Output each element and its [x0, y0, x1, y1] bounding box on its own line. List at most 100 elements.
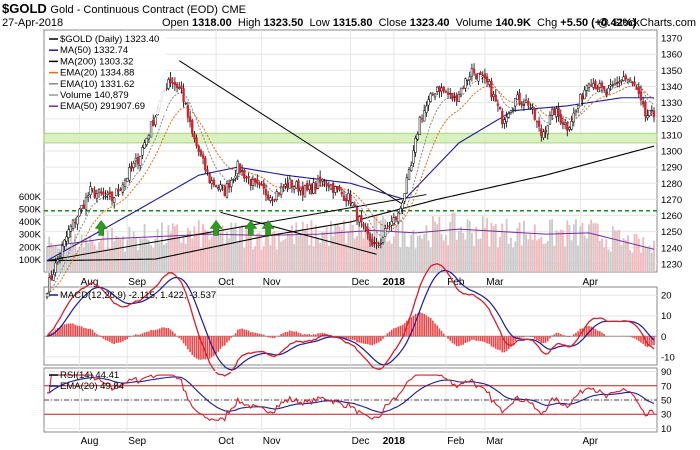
candle-body	[319, 176, 322, 183]
candle-body	[496, 103, 500, 106]
volume-bar	[518, 222, 521, 272]
candle-body	[69, 225, 72, 232]
volume-bar	[332, 236, 335, 272]
volume-bar	[447, 245, 449, 272]
volume-bar	[614, 230, 616, 272]
candle-body	[221, 184, 224, 187]
macd-histogram-bar	[295, 331, 298, 337]
candle-body	[457, 94, 461, 103]
macd-histogram-bar	[204, 336, 207, 360]
macd-histogram-bar	[583, 327, 586, 337]
macd-histogram-bar	[293, 331, 295, 337]
volume-bar	[297, 235, 300, 272]
candle-body	[117, 189, 120, 192]
macd-line	[46, 262, 655, 377]
candle-body	[130, 165, 133, 169]
volume-bar	[440, 234, 443, 272]
volume-bar	[128, 226, 131, 272]
candle-body	[295, 181, 298, 189]
legend-box	[46, 32, 166, 114]
candle-body	[561, 121, 565, 125]
volume-bar	[223, 243, 226, 272]
macd-histogram-bar	[67, 323, 70, 337]
volume-bar	[200, 247, 202, 272]
volume-bar	[100, 239, 103, 272]
volume-bar	[464, 239, 467, 272]
volume-bar	[377, 240, 380, 272]
candle-body	[442, 86, 445, 92]
volume-bar	[67, 246, 70, 272]
macd-histogram-bar	[553, 334, 556, 337]
macd-histogram-bar	[258, 333, 261, 337]
macd-tick-label: 20	[661, 291, 672, 302]
macd-histogram-bar	[590, 326, 592, 337]
volume-bar	[308, 245, 311, 272]
trendline-down	[178, 60, 403, 205]
x-tick-label-bottom: Sep	[128, 436, 146, 447]
candle-body	[542, 131, 545, 139]
candle-body	[498, 106, 502, 110]
candle-body	[475, 73, 478, 80]
volume-bar	[425, 225, 428, 272]
candle-body	[639, 91, 643, 101]
volume-bar	[239, 227, 241, 272]
volume-bar	[278, 233, 280, 272]
x-tick-label: Oct	[218, 277, 234, 288]
macd-histogram-bar	[267, 336, 269, 338]
volume-bar	[321, 231, 324, 272]
candle-body	[635, 86, 638, 90]
price-tick-label: 1280	[661, 179, 682, 190]
candle-body	[282, 186, 285, 189]
volume-bar	[340, 229, 343, 272]
candle-body	[433, 93, 437, 98]
macd-histogram-bar	[399, 325, 402, 337]
macd-histogram-bar	[438, 328, 441, 337]
macd-histogram-bar	[284, 331, 287, 337]
subtitle: Gold - Continuous Contract (EOD)	[50, 4, 218, 16]
volume-bar	[403, 232, 406, 272]
macd-histogram-bar	[633, 336, 636, 339]
macd-histogram-bar	[427, 316, 430, 337]
volume-bar	[598, 240, 601, 272]
macd-histogram-bar	[59, 327, 61, 337]
macd-histogram-bar	[345, 336, 347, 340]
candle-body	[245, 176, 248, 179]
volume-bar	[171, 223, 174, 272]
candle-body	[479, 72, 482, 76]
volume-bar	[577, 245, 580, 272]
volume-bar	[481, 216, 484, 272]
candle-body	[453, 96, 456, 98]
volume-bar	[557, 231, 560, 272]
candle-body	[446, 92, 450, 95]
macd-histogram-bar	[497, 336, 499, 350]
volume-tick-label: 100K	[19, 255, 42, 266]
volume-bar	[542, 244, 545, 272]
macd-histogram-bar	[596, 330, 599, 337]
candle-body	[600, 82, 604, 88]
macd-histogram-bar	[540, 336, 543, 344]
candle-body	[505, 116, 508, 123]
candle-body	[583, 89, 586, 100]
macd-histogram-bar	[132, 335, 135, 337]
volume-bar	[152, 247, 155, 272]
volume-bar	[98, 242, 100, 272]
macd-histogram-bar	[546, 336, 549, 342]
volume-bar	[585, 238, 588, 272]
rsi-legend: EMA(20) 49.84	[60, 381, 124, 392]
candle-body	[620, 79, 623, 82]
macd-histogram-bar	[416, 313, 419, 337]
candle-body	[338, 187, 341, 191]
macd-histogram-bar	[61, 325, 63, 337]
macd-histogram-bar	[395, 327, 397, 337]
volume-bar	[536, 240, 538, 272]
candle-body	[394, 216, 398, 221]
macd-histogram-bar	[89, 328, 92, 337]
candle-body	[353, 204, 356, 206]
volume-bar	[154, 238, 157, 272]
macd-histogram-bar	[501, 336, 504, 353]
candle-body	[503, 119, 506, 124]
rsi-legend: RSI(14) 44.41	[60, 370, 119, 381]
macd-histogram-bar	[310, 335, 313, 337]
macd-histogram-bar	[148, 331, 150, 337]
